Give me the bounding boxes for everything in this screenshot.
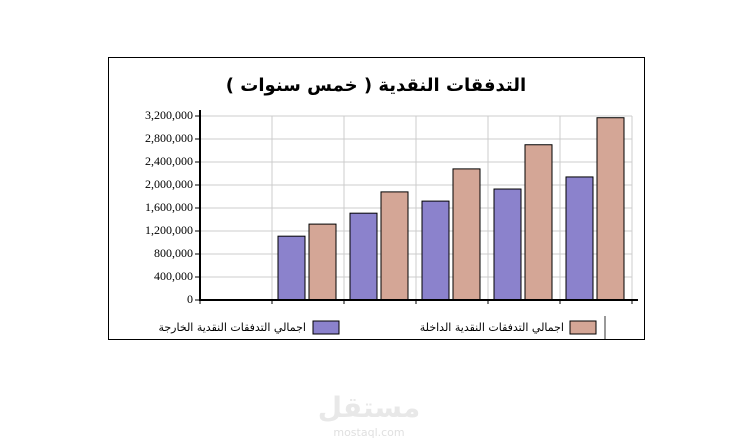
y-tick-label: 400,000 (154, 269, 193, 283)
legend-swatch (569, 320, 597, 335)
bar (308, 223, 337, 301)
watermark: مستقل (318, 391, 420, 424)
y-tick-label: 2,000,000 (145, 177, 193, 191)
y-tick-label: 2,800,000 (145, 131, 193, 145)
watermark-url: mostaql.com (333, 426, 404, 439)
bar (493, 188, 522, 301)
bar (349, 212, 378, 301)
y-tick-label: 1,600,000 (145, 200, 193, 214)
legend-label: اجمالي التدفقات النقدية الخارجة (158, 321, 306, 334)
bar (524, 144, 553, 301)
y-tick-label: 3,200,000 (145, 108, 193, 122)
bar (277, 235, 306, 301)
bar (565, 176, 594, 301)
bar (452, 168, 481, 301)
y-tick-label: 2,400,000 (145, 154, 193, 168)
y-tick-label: 800,000 (154, 246, 193, 260)
legend-swatch (312, 320, 340, 335)
chart-title: التدفقات النقدية ( خمس سنوات ) (226, 75, 526, 96)
bar (380, 191, 409, 301)
y-tick-label: 1,200,000 (145, 223, 193, 237)
y-tick-label: 0 (187, 292, 193, 306)
bar (421, 200, 450, 301)
legend-label: اجمالي التدفقات النقدية الداخلة (420, 321, 564, 334)
bar (596, 117, 625, 301)
